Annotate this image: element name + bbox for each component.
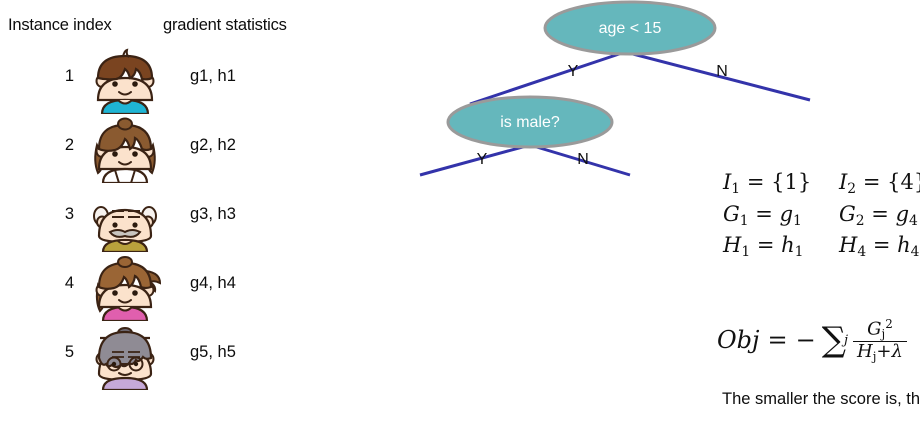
column-header-gradient-statistics: gradient statistics [163,16,287,34]
summation-symbol: ∑ [821,319,846,360]
edge-label-ismale-yes: Y [477,151,488,168]
tree-node-is-male-label: is male? [500,114,560,131]
gradient-statistics-value: g1, h1 [190,67,236,85]
decision-tree-panel: age < 15 is male? Y N Y N I1 = {1} G1 = … [330,0,920,421]
leaf-1-hessian-sum: H1 = h1 [723,233,804,260]
column-header-instance-index: Instance index [8,16,112,34]
leaf-1-instance-set: I1 = {1} [723,170,812,197]
leaf-1-gradient-sum: G1 = g1 [723,201,802,229]
table-row: 4 g4, h4 [0,255,330,321]
leaf-2-hessian-sum: H4 = h4 [839,233,920,260]
instance-index-value: 4 [64,274,74,292]
leaf-2-gradient-sum: G2 = g4 [839,201,918,229]
leaf-2-statistics: I2 = {4} G2 = g4 H4 = h4 [839,168,920,263]
objective-formula: Obj = − ∑ j Gj2 Hj+λ + 3 γ [717,318,920,363]
decision-tree-graph: age < 15 is male? Y N Y N [419,0,811,177]
summation-index: j [843,332,849,348]
instance-table: Instance index gradient statistics 1 [0,0,330,421]
old-man-mustache-avatar [88,186,162,252]
objective-plus: + [918,326,920,354]
old-woman-glasses-avatar [88,324,162,390]
table-row: 5 g5, h5 [0,324,330,390]
objective-equals: = [767,326,788,355]
edge-label-root-no: N [716,63,728,80]
edge-root-yes [469,50,626,106]
instance-index-value: 1 [64,67,74,85]
fraction-denominator: Hj+λ [853,340,907,363]
instance-index-value: 2 [64,136,74,154]
leaf-2-instance-set: I2 = {4} [839,170,920,197]
tree-node-root-label: age < 15 [599,20,662,37]
girl-pigtails-avatar [88,117,162,183]
objective-fraction: Gj2 Hj+λ [853,318,907,363]
instance-index-value: 5 [64,343,74,361]
girl-ponytail-pink-avatar [88,255,162,321]
fraction-numerator: Gj2 [867,317,893,341]
gradient-statistics-value: g4, h4 [190,274,236,292]
table-row: 1 g1, h1 [0,48,330,114]
objective-minus: − [795,326,816,355]
edge-ismale-no [529,143,631,177]
table-row: 2 g2, h2 [0,117,330,183]
gradient-statistics-value: g2, h2 [190,136,236,154]
edge-label-ismale-no: N [577,151,589,168]
leaf-1-statistics: I1 = {1} G1 = g1 H1 = h1 [723,168,811,263]
tree-node-root[interactable] [543,0,717,56]
instance-index-value: 3 [64,205,74,223]
edge-ismale-yes [419,143,531,177]
figure-caption: The smaller the score is, the better the… [722,390,920,408]
edge-root-no [624,50,811,102]
edge-label-root-yes: Y [568,63,579,80]
gradient-statistics-value: g5, h5 [190,343,236,361]
tree-node-is-male[interactable] [446,95,614,149]
table-row: 3 g3, h3 [0,186,330,252]
objective-lhs: Obj [717,326,760,355]
gradient-statistics-value: g3, h3 [190,205,236,223]
boy-teal-shirt-avatar [88,48,162,114]
